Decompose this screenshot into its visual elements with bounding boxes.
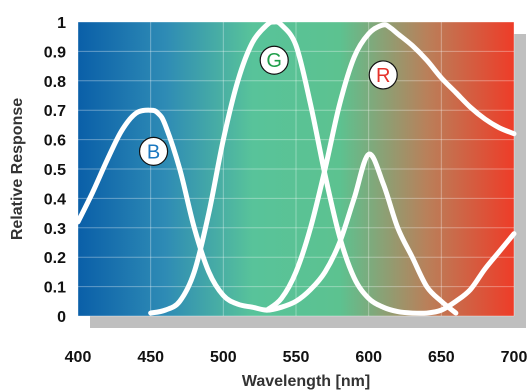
x-axis-ticks: 400 450 500 550 600 650 700 [65, 349, 528, 366]
y-tick-label: 1 [57, 15, 66, 32]
y-axis-label: Relative Response [9, 98, 26, 240]
y-tick-label: 0.4 [44, 191, 66, 208]
x-tick-label: 500 [210, 349, 237, 366]
y-axis-ticks: 0 0.1 0.2 0.3 0.4 0.5 0.6 0.7 0.8 0.9 1 [44, 15, 66, 326]
x-tick-label: 400 [65, 349, 92, 366]
badge-circle [138, 136, 169, 166]
y-tick-label: 0.2 [44, 250, 66, 267]
y-tick-label: 0.6 [44, 133, 66, 150]
y-tick-label: 0.9 [44, 44, 66, 61]
x-tick-label: 600 [355, 349, 382, 366]
badge-label: G [266, 50, 282, 72]
x-tick-label: 650 [428, 349, 455, 366]
badge-label: R [376, 65, 390, 87]
x-axis-label: Wavelength [nm] [242, 373, 370, 390]
series-badge-g: G [259, 45, 289, 75]
series-line-b [75, 107, 459, 316]
x-tick-label: 450 [137, 349, 164, 366]
y-tick-label: 0.8 [44, 74, 66, 91]
badge-label: B [147, 141, 160, 163]
y-tick-label: 0.1 [44, 280, 66, 297]
y-tick-label: 0.5 [44, 162, 66, 179]
series-badge-r: R [368, 60, 398, 90]
annotation-layer: B G R [138, 45, 398, 166]
series-line-r [264, 22, 517, 313]
badge-circle [368, 60, 398, 90]
y-tick-label: 0 [57, 309, 66, 326]
x-tick-label: 700 [501, 349, 528, 366]
series-badge-b: B [138, 136, 169, 166]
y-tick-label: 0.7 [44, 103, 66, 120]
y-tick-label: 0.3 [44, 221, 66, 238]
x-tick-label: 550 [283, 349, 310, 366]
series-layer [75, 19, 517, 316]
badge-circle [259, 45, 289, 75]
